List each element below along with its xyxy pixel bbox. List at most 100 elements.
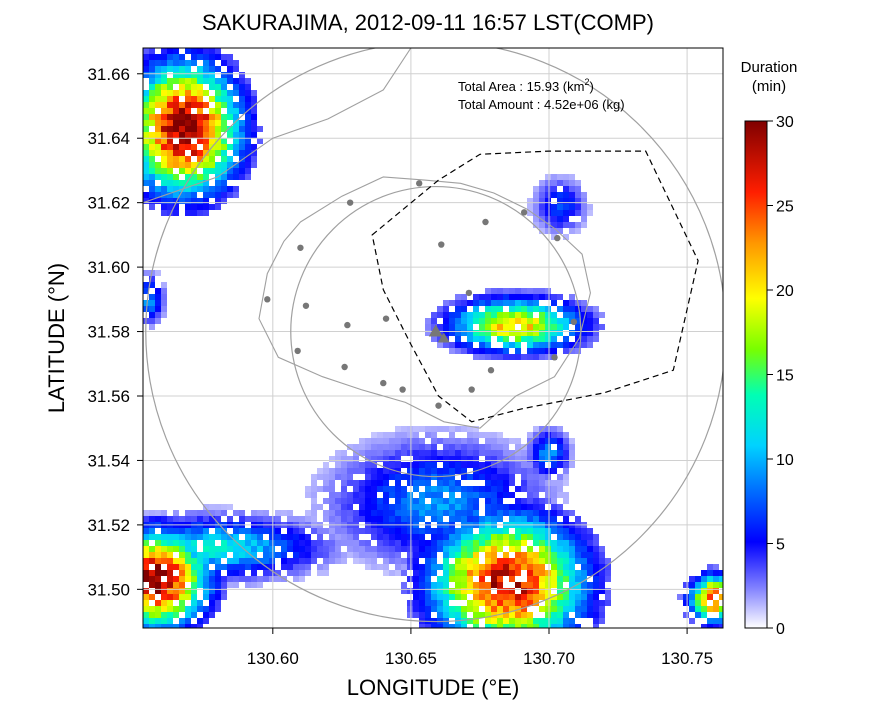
duration-cell bbox=[329, 558, 335, 564]
duration-cell bbox=[179, 78, 185, 84]
duration-cell bbox=[371, 528, 377, 534]
duration-cell bbox=[473, 582, 479, 588]
duration-cell bbox=[425, 564, 431, 570]
duration-cell bbox=[179, 198, 185, 204]
duration-cell bbox=[173, 126, 179, 132]
duration-cell bbox=[539, 342, 545, 348]
duration-cell bbox=[413, 570, 419, 576]
duration-cell bbox=[419, 612, 425, 618]
duration-cell bbox=[533, 510, 539, 516]
duration-cell bbox=[245, 78, 251, 84]
duration-cell bbox=[179, 606, 185, 612]
duration-cell bbox=[203, 168, 209, 174]
duration-cell bbox=[419, 624, 425, 628]
duration-cell bbox=[239, 72, 245, 78]
duration-cell bbox=[173, 558, 179, 564]
duration-cell bbox=[695, 588, 701, 594]
duration-cell bbox=[173, 612, 179, 618]
duration-cell bbox=[167, 114, 173, 120]
duration-cell bbox=[599, 324, 605, 330]
duration-cell bbox=[341, 534, 347, 540]
duration-cell bbox=[227, 144, 233, 150]
duration-cell bbox=[227, 108, 233, 114]
duration-cell bbox=[407, 546, 413, 552]
duration-cell bbox=[461, 306, 467, 312]
duration-cell bbox=[407, 534, 413, 540]
duration-cell bbox=[191, 210, 197, 216]
duration-cell bbox=[383, 516, 389, 522]
duration-cell bbox=[443, 510, 449, 516]
duration-cell bbox=[599, 612, 605, 618]
y-tick-label: 31.56 bbox=[87, 387, 130, 406]
duration-cell bbox=[569, 180, 575, 186]
duration-cell bbox=[395, 546, 401, 552]
duration-cell bbox=[173, 96, 179, 102]
duration-cell bbox=[563, 492, 569, 498]
duration-cell bbox=[293, 528, 299, 534]
duration-cell bbox=[467, 450, 473, 456]
duration-cell bbox=[485, 582, 491, 588]
duration-cell bbox=[425, 462, 431, 468]
duration-cell bbox=[185, 174, 191, 180]
duration-cell bbox=[419, 546, 425, 552]
duration-cell bbox=[497, 300, 503, 306]
duration-cell bbox=[563, 564, 569, 570]
duration-cell bbox=[167, 576, 173, 582]
duration-cell bbox=[233, 102, 239, 108]
duration-cell bbox=[515, 546, 521, 552]
duration-cell bbox=[419, 492, 425, 498]
duration-cell bbox=[563, 204, 569, 210]
plot-frame bbox=[142, 47, 724, 629]
duration-cell bbox=[365, 552, 371, 558]
duration-cell bbox=[461, 438, 467, 444]
duration-cell bbox=[443, 546, 449, 552]
duration-cell bbox=[191, 204, 197, 210]
duration-cell bbox=[575, 606, 581, 612]
duration-cell bbox=[545, 228, 551, 234]
duration-cell bbox=[227, 564, 233, 570]
duration-cell bbox=[287, 564, 293, 570]
duration-cell bbox=[539, 486, 545, 492]
duration-cell bbox=[689, 600, 695, 606]
duration-cell bbox=[251, 108, 257, 114]
duration-cell bbox=[455, 540, 461, 546]
duration-cell bbox=[413, 612, 419, 618]
duration-cell bbox=[563, 570, 569, 576]
duration-cell bbox=[233, 534, 239, 540]
duration-cell bbox=[533, 210, 539, 216]
duration-cell bbox=[173, 108, 179, 114]
duration-cell bbox=[155, 126, 161, 132]
duration-cell bbox=[329, 480, 335, 486]
duration-cell bbox=[365, 528, 371, 534]
duration-cell bbox=[359, 462, 365, 468]
duration-cell bbox=[389, 534, 395, 540]
duration-cell bbox=[245, 114, 251, 120]
duration-cell bbox=[569, 624, 575, 628]
duration-cell bbox=[155, 66, 161, 72]
duration-cell bbox=[533, 324, 539, 330]
duration-cell bbox=[455, 534, 461, 540]
duration-cell bbox=[485, 480, 491, 486]
duration-cell bbox=[233, 510, 239, 516]
duration-cell bbox=[479, 444, 485, 450]
duration-cell bbox=[539, 468, 545, 474]
duration-cell bbox=[437, 312, 443, 318]
duration-cell bbox=[587, 534, 593, 540]
duration-cell bbox=[269, 576, 275, 582]
duration-cell bbox=[209, 504, 215, 510]
duration-cell bbox=[485, 474, 491, 480]
duration-cell bbox=[503, 510, 509, 516]
duration-cell bbox=[437, 576, 443, 582]
duration-cell bbox=[197, 618, 203, 624]
duration-cell bbox=[509, 624, 515, 628]
duration-cell bbox=[521, 486, 527, 492]
duration-cell bbox=[509, 300, 515, 306]
duration-cell bbox=[443, 552, 449, 558]
duration-cell bbox=[251, 150, 257, 156]
duration-cell bbox=[203, 54, 209, 60]
duration-cell bbox=[233, 66, 239, 72]
duration-cell bbox=[527, 336, 533, 342]
duration-cell bbox=[191, 102, 197, 108]
duration-cell bbox=[437, 504, 443, 510]
duration-cell bbox=[167, 540, 173, 546]
